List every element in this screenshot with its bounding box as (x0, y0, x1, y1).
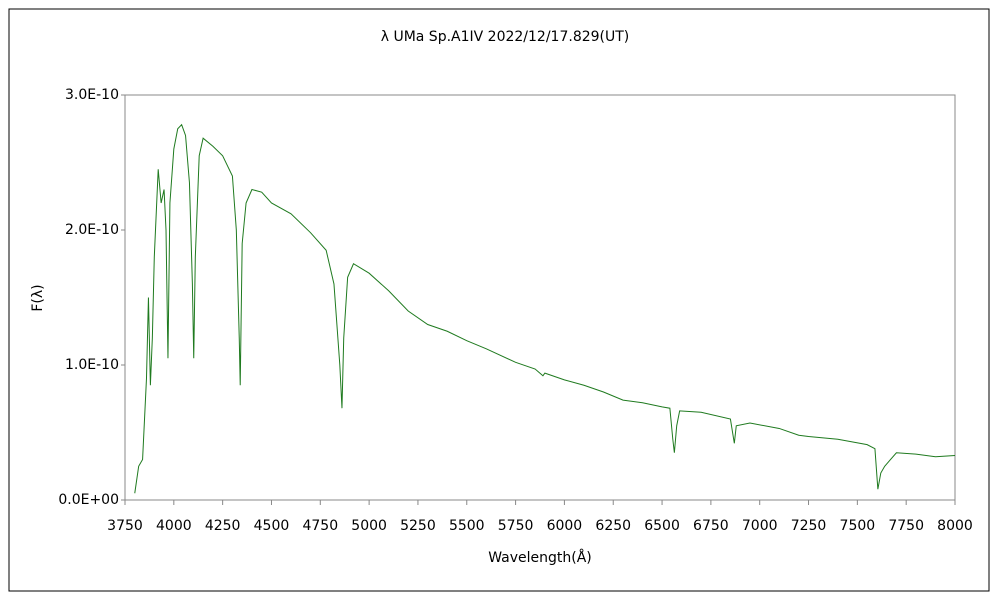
x-tick-label: 8000 (937, 518, 973, 534)
x-tick-label: 4500 (254, 518, 290, 534)
y-axis-label: F(λ) (30, 284, 46, 311)
y-tick-label: 0.0E+00 (58, 492, 119, 508)
x-tick-label: 7500 (840, 518, 876, 534)
x-tick-label: 5000 (351, 518, 387, 534)
x-tick-label: 6000 (547, 518, 583, 534)
x-tick-label: 4000 (156, 518, 192, 534)
plot-area (124, 94, 956, 501)
y-tick-label: 3.0E-10 (65, 87, 119, 103)
x-tick-label: 5250 (400, 518, 436, 534)
x-tick-label: 6500 (644, 518, 680, 534)
y-tick-label: 2.0E-10 (65, 222, 119, 238)
spectrum-line (134, 123, 956, 494)
x-tick-label: 7000 (742, 518, 778, 534)
x-tick-label: 4250 (205, 518, 241, 534)
x-tick-label: 5750 (498, 518, 534, 534)
y-tick-label: 1.0E-10 (65, 357, 119, 373)
x-tick-label: 3750 (107, 518, 143, 534)
x-axis-label: Wavelength(Å) (488, 549, 592, 566)
x-tick-label: 7250 (791, 518, 827, 534)
x-tick-label: 7750 (888, 518, 924, 534)
x-tick-label: 6250 (595, 518, 631, 534)
x-tick-label: 5500 (449, 518, 485, 534)
x-tick-label: 6750 (693, 518, 729, 534)
x-tick-label: 4750 (302, 518, 338, 534)
chart-title: λ UMa Sp.A1IV 2022/12/17.829(UT) (381, 29, 630, 45)
